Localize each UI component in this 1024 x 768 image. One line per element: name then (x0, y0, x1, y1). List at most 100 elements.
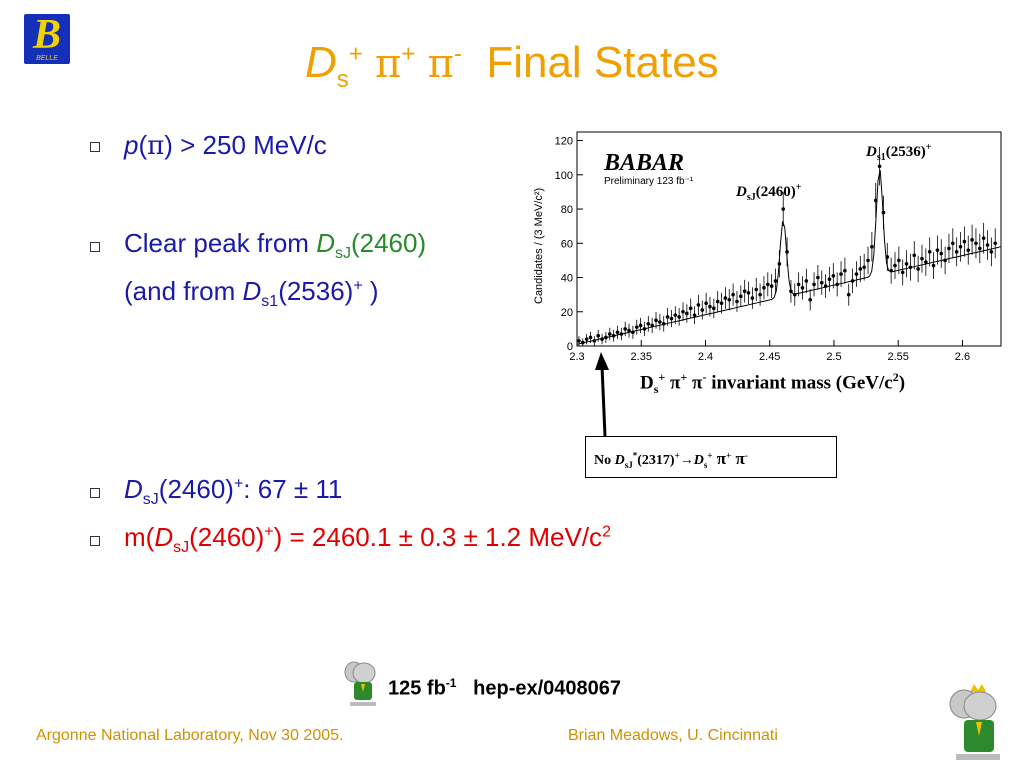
data-point (827, 277, 832, 282)
nb-sup2: + (674, 450, 680, 461)
data-point (642, 327, 647, 331)
data-point (904, 262, 909, 266)
nb-mass: (2317) (637, 453, 675, 468)
nb-sub2: s (703, 459, 708, 470)
data-point (974, 241, 978, 246)
ds1-sub: s1 (261, 293, 279, 311)
data-point (989, 250, 994, 254)
yield-sub: sJ (142, 491, 159, 509)
data-point (685, 311, 689, 316)
y-tick-label: 40 (561, 273, 573, 285)
nb-sup: * (632, 450, 638, 461)
yield-mass: (2460) (158, 474, 234, 504)
data-point (966, 248, 971, 252)
pi-symbol: π (147, 131, 165, 161)
title-d: D (305, 38, 337, 87)
data-point (631, 330, 635, 335)
arxiv-id: hep-ex/0408067 (473, 677, 622, 700)
data-point (708, 304, 712, 309)
data-point (723, 296, 728, 300)
babar-head (352, 662, 376, 684)
x-tick-label: 2.6 (955, 351, 970, 363)
data-point (735, 299, 739, 304)
yield-sup: + (233, 475, 244, 493)
data-point (661, 321, 666, 326)
y-tick-label: 20 (561, 307, 573, 319)
y-tick-label: 100 (555, 170, 573, 182)
x-rest: invariant mass (GeV/c (706, 372, 893, 394)
data-point (607, 332, 612, 336)
bullet-yield: DsJ(2460)+: 67 ± 11 (124, 474, 342, 509)
babar-crown (970, 684, 986, 692)
data-point (769, 284, 774, 288)
data-point (850, 279, 855, 283)
luminosity-sup: -1 (445, 676, 457, 690)
data-point (916, 267, 920, 271)
data-point (704, 301, 708, 305)
data-point (588, 335, 593, 340)
annotation-ds1-2536: Ds1(2536)+ (866, 142, 931, 163)
data-point (823, 284, 828, 288)
babar-tie (361, 684, 365, 692)
data-point (877, 164, 882, 169)
dsj-sub: sJ (334, 245, 351, 263)
data-point (796, 282, 801, 287)
data-point (962, 239, 967, 244)
experiment-logo: BABAR (603, 150, 684, 176)
p-symbol: p (124, 130, 139, 160)
nb-pi1: π (712, 449, 727, 468)
data-point (924, 260, 928, 264)
data-point (646, 321, 651, 326)
data-point (843, 268, 847, 273)
data-point (758, 292, 762, 297)
x-c-sup: 2 (892, 370, 899, 384)
data-point (773, 279, 778, 283)
data-point (719, 301, 724, 305)
y-tick-label: 60 (561, 238, 573, 250)
nb-sub: sJ (624, 459, 633, 470)
y-tick-label: 80 (561, 204, 573, 216)
x-close: ) (898, 372, 906, 394)
data-point (819, 280, 824, 285)
data-point (623, 327, 627, 331)
data-point (812, 282, 816, 287)
data-point (604, 335, 608, 340)
x-pi1-sup: + (680, 370, 688, 384)
fit-curve (576, 169, 1002, 345)
title-d-sup: + (348, 40, 363, 68)
data-point (939, 251, 944, 256)
y-axis-label: Candidates / (3 MeV/c²) (533, 188, 545, 304)
belle-logo: B BELLE (24, 12, 70, 64)
x-pi1: π (665, 372, 681, 394)
babar-head-large (963, 691, 997, 721)
data-point (619, 332, 624, 336)
data-point (804, 279, 809, 283)
babar-elephant-large-icon (949, 684, 1000, 760)
x-axis-title: Ds+ π+ π- invariant mass (GeV/c2) (640, 370, 905, 397)
title-pi2: π (427, 41, 454, 87)
data-point (577, 339, 581, 343)
momentum-text: ) > 250 MeV/c (164, 130, 327, 160)
data-point (978, 246, 982, 251)
nb-arrow: → (679, 453, 694, 468)
babar-base-large (956, 754, 1000, 760)
title-pi1: π (375, 41, 402, 87)
x-tick-label: 2.4 (698, 351, 713, 363)
data-point (808, 297, 812, 302)
data-point (634, 325, 639, 329)
paren: ( (138, 130, 148, 160)
data-point (958, 244, 963, 249)
data-point (792, 292, 797, 297)
data-point (762, 285, 766, 290)
data-point (677, 315, 681, 319)
data-point (669, 316, 674, 321)
data-point (927, 250, 932, 254)
x-pi2-sup: - (702, 370, 707, 384)
data-point (681, 309, 685, 314)
data-point (665, 315, 670, 319)
data-point (981, 236, 986, 240)
data-point (596, 333, 600, 338)
data-point (897, 258, 901, 263)
clear-peak-text: Clear peak from (124, 228, 317, 258)
data-point (970, 238, 974, 242)
